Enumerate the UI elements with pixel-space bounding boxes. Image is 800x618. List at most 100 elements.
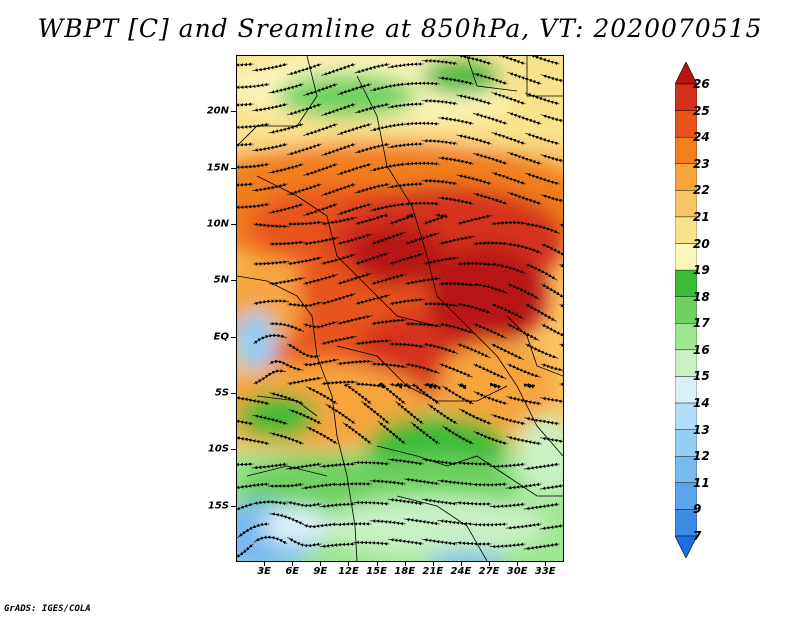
streamline [421,498,458,506]
streamline [523,417,560,426]
streamline [387,102,424,109]
streamline [268,123,304,134]
streamline [457,214,493,226]
streamline [491,172,526,185]
streamline [442,425,474,445]
colorbar-level-label: 7 [693,529,702,543]
colorbar-level-label: 15 [693,369,710,384]
streamline [353,460,390,466]
streamline [354,142,390,154]
streamline [237,102,254,107]
streamline [237,162,270,170]
streamline [353,500,390,506]
streamline [541,283,563,302]
lat-tick [231,224,236,225]
lon-tick [460,562,462,566]
streamline [489,462,526,469]
streamline [237,502,254,516]
lat-tick [231,449,236,451]
streamline [237,122,270,130]
streamline [439,322,475,334]
streamline [251,500,288,506]
streamline [303,163,338,176]
streamline [403,121,440,126]
streamline [253,299,290,306]
streamline [507,111,542,126]
streamline [437,519,474,526]
streamline [378,381,406,405]
streamline [321,102,356,116]
streamline [269,240,306,246]
streamline [473,323,507,339]
streamline [355,294,391,306]
streamline [505,482,542,490]
streamline [540,194,563,206]
colorbar-level-label: 26 [693,77,710,91]
lon-tick [376,562,378,566]
streamline [539,396,563,406]
streamline [491,220,528,226]
streamline [423,302,460,308]
streamline [539,436,563,446]
streamline [337,272,372,285]
colorbar-level-label: 24 [693,130,710,145]
streamline [540,114,563,126]
streamline [457,302,493,315]
streamline [369,479,406,486]
lon-tick [264,562,266,566]
streamline [319,502,356,508]
streamline [395,401,424,425]
streamline [423,256,459,266]
streamline [285,501,322,508]
lon-tick-label: 6E [285,566,300,577]
streamline [524,92,560,106]
lon-tick-label: 30E [506,566,528,577]
colorbar-level-label: 9 [693,502,702,517]
streamline [389,253,424,265]
streamline [355,213,389,226]
streamline [457,261,494,267]
streamline [354,62,390,74]
streamline [493,56,526,65]
grads-credit: GrADS: IGES/COLA [4,604,91,614]
lon-tick-label: 27E [478,566,500,577]
streamline [252,414,288,425]
lat-tick-label: 5N [213,274,229,286]
streamline [523,542,560,551]
streamline [411,383,440,405]
streamline [456,94,492,105]
lon-tick-label: 21E [422,566,444,577]
colorbar-level-label: 11 [693,475,710,490]
streamline [473,241,510,246]
streamline [303,123,338,136]
streamline [403,477,440,486]
streamline [489,502,526,509]
streamline [423,342,459,354]
lon-tick [292,562,294,566]
streamline [421,99,458,106]
streamline [437,156,474,166]
streamline [455,461,492,466]
streamline [269,512,304,525]
streamline [472,73,508,85]
streamline [237,462,254,467]
wbpt-shading [237,56,563,561]
lon-tick-label: 9E [313,566,328,577]
streamline [371,231,406,245]
streamline [423,213,448,225]
streamline [253,333,288,345]
streamline [458,56,492,65]
streamline [507,242,543,254]
streamline [354,102,390,114]
streamline [287,376,323,386]
lon-tick [320,562,322,566]
streamline [507,191,542,206]
streamline [491,303,525,320]
streamline [403,161,440,166]
colorbar-level-label: 13 [693,422,710,437]
streamline [387,142,424,149]
streamline [303,321,339,329]
colorbar-level-label: 19 [693,263,710,278]
streamline [321,293,357,306]
streamline [491,92,526,105]
